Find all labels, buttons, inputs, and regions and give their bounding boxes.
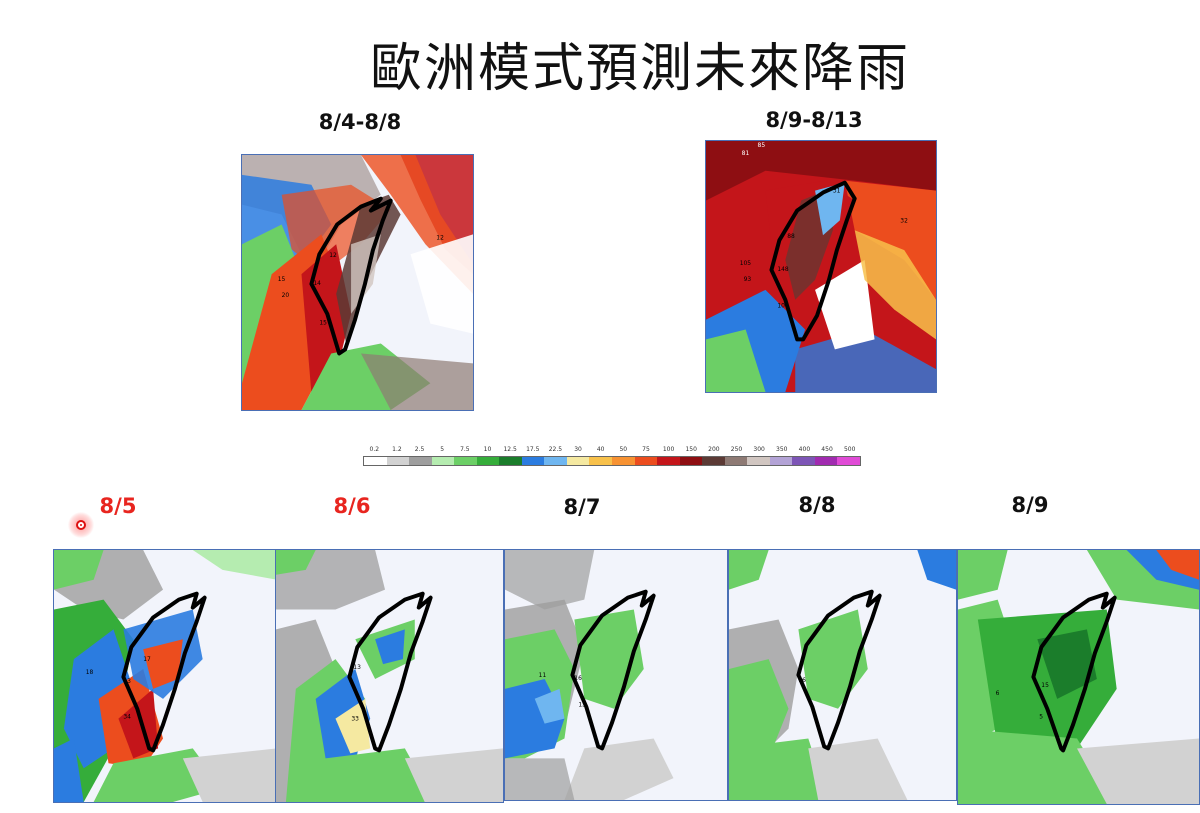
svg-text:12: 12 [329, 252, 337, 259]
svg-text:20: 20 [282, 292, 290, 299]
svg-text:18: 18 [86, 669, 94, 676]
colorbar-swatch [409, 457, 432, 465]
daily-label-5: 8/9 [1011, 493, 1049, 517]
svg-text:93: 93 [744, 276, 752, 283]
colorbar-tick-label: 200 [708, 446, 720, 453]
svg-text:13: 13 [353, 664, 361, 671]
svg-text:13: 13 [578, 702, 586, 709]
colorbar-tick-label: 100 [662, 446, 675, 453]
colorbar-tick-label: 450 [821, 446, 833, 453]
colorbar-tick-label: 2.5 [414, 446, 425, 453]
colorbar-swatch [454, 457, 477, 465]
svg-text:16: 16 [798, 677, 806, 684]
colorbar-tick-label: 350 [776, 446, 788, 453]
svg-text:12: 12 [436, 234, 444, 241]
svg-text:85: 85 [758, 142, 766, 149]
daily-label-2: 8/6 [333, 494, 371, 518]
svg-text:15: 15 [319, 320, 327, 327]
colorbar-tick-label: 150 [685, 446, 697, 453]
colorbar-swatch [386, 457, 410, 465]
colorbar-swatch [499, 457, 522, 465]
colorbar-swatch [769, 457, 793, 465]
colorbar-swatch [364, 457, 387, 465]
svg-text:6: 6 [996, 690, 1000, 697]
svg-text:32: 32 [900, 217, 908, 224]
rainfall-map-day-5: 6 15 5 [957, 549, 1200, 805]
svg-text:81: 81 [742, 150, 750, 157]
rainfall-map-day-1: 17 13 34 18 [53, 549, 278, 803]
colorbar-tick-label: 40 [596, 446, 605, 453]
colorbar-tick-label: 10 [483, 446, 492, 453]
colorbar-swatch [634, 457, 658, 465]
colorbar-swatch [814, 457, 838, 465]
svg-text:17: 17 [143, 656, 151, 663]
colorbar-tick-label: 1.2 [392, 446, 402, 453]
colorbar-tick-label: 50 [619, 446, 628, 453]
colorbar-tick-label: 22.5 [548, 446, 563, 453]
svg-text:15: 15 [1041, 682, 1049, 689]
svg-text:14: 14 [313, 280, 321, 287]
svg-text:148: 148 [777, 266, 789, 273]
rainfall-map-day-2: 13 33 [275, 549, 504, 803]
rainfall-map-day-3: 11 16 13 [504, 549, 728, 801]
colorbar-tick-label: 500 [843, 446, 856, 453]
colorbar-swatch [724, 457, 748, 465]
colorbar-swatch [657, 457, 680, 465]
svg-text:105: 105 [740, 260, 752, 267]
daily-label-1: 8/5 [99, 494, 137, 518]
colorbar-tick-label: 75 [642, 446, 650, 453]
rainfall-map-period-2: 81 85 88 105 93 148 100 32 31 [705, 140, 937, 393]
colorbar-tick-label: 7.5 [460, 446, 470, 453]
colorbar-tick-label: 17.5 [526, 446, 540, 453]
colorbar-tick-label: 12.5 [503, 446, 517, 453]
colorbar-swatch [566, 457, 590, 465]
colorbar-tick-label: 30 [574, 446, 582, 453]
slide-title: 歐洲模式預測未來降雨 [369, 39, 910, 99]
colorbar-swatch [747, 457, 770, 465]
daily-label-4: 8/8 [798, 493, 836, 517]
colorbar-swatch [521, 457, 545, 465]
colorbar-swatch [837, 457, 861, 465]
svg-text:88: 88 [787, 233, 795, 240]
rainfall-map-day-4: 16 [728, 549, 957, 801]
svg-text:15: 15 [278, 276, 286, 283]
rainfall-colorbar: 0.2 1.2 2.5 5 7.5 10 12.5 17.5 22.5 30 40 50 75 100 15… [363, 446, 861, 468]
colorbar-tick-label: 5 [440, 446, 445, 453]
colorbar-swatch [544, 457, 567, 465]
colorbar-tick-label: 300 [753, 446, 765, 453]
colorbar-tick-label: 400 [798, 446, 811, 453]
svg-text:31: 31 [833, 188, 841, 195]
svg-text:5: 5 [1039, 714, 1043, 721]
colorbar-swatch [702, 457, 725, 465]
period-label-1: 8/4-8/8 [318, 110, 402, 134]
svg-text:16: 16 [574, 675, 582, 682]
colorbar-ticks: 0.2 1.2 2.5 5 7.5 10 12.5 17.5 22.5 30 40 50 75 100 15… [363, 446, 861, 455]
svg-text:13: 13 [123, 678, 131, 685]
svg-text:11: 11 [539, 672, 547, 679]
colorbar-swatches [363, 456, 861, 466]
svg-text:33: 33 [351, 716, 359, 723]
period-label-2: 8/9-8/13 [765, 108, 863, 132]
cursor-pointer-icon [68, 512, 94, 538]
svg-text:100: 100 [777, 303, 789, 310]
colorbar-tick-label: 250 [730, 446, 743, 453]
colorbar-tick-label: 0.2 [369, 446, 380, 453]
colorbar-swatch [589, 457, 613, 465]
colorbar-swatch [431, 457, 455, 465]
colorbar-swatch [476, 457, 500, 465]
colorbar-swatch [792, 457, 815, 465]
daily-label-3: 8/7 [563, 495, 601, 519]
rainfall-map-period-1: 12 15 20 14 15 12 [241, 154, 474, 411]
svg-text:34: 34 [123, 714, 131, 721]
colorbar-swatch [679, 457, 703, 465]
colorbar-swatch [612, 457, 635, 465]
